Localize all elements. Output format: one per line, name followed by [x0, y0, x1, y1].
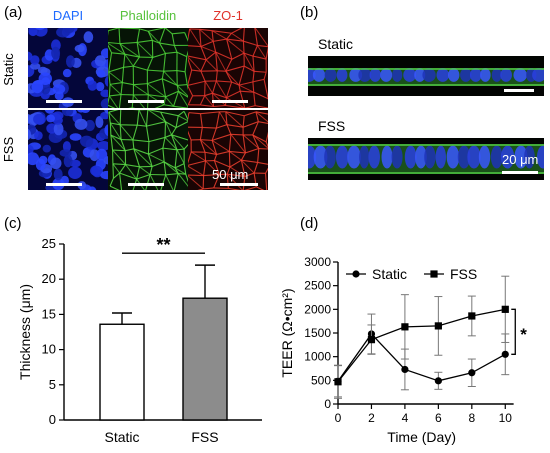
x-tick-label: Static	[104, 429, 139, 445]
legend-marker-fss	[430, 270, 438, 278]
y-tick-label: 15	[42, 306, 56, 321]
point-static	[434, 377, 442, 385]
y-tick-label: 2500	[304, 279, 331, 293]
x-tick-label: 0	[335, 411, 342, 425]
y-tick-label: 2000	[304, 302, 331, 316]
row-label-static: Static	[0, 53, 16, 86]
point-fss	[401, 323, 409, 331]
legend-marker-static	[352, 270, 360, 278]
x-axis-label: Time (Day)	[387, 429, 456, 445]
phalloidin-static-image	[108, 28, 188, 108]
x-tick-label: 6	[435, 411, 442, 425]
y-tick-label: 0	[49, 412, 56, 427]
x-tick-label: 2	[368, 411, 375, 425]
series-line-fss	[337, 308, 506, 383]
line-chart: (d) 0 500 1000 1500 2000 2500 3000 0 2 4 6 8 10 Time …	[279, 215, 527, 445]
dapi-static-image	[28, 28, 108, 108]
ortho-fss-label: FSS	[318, 118, 346, 134]
significance-bracket	[511, 308, 516, 355]
channel-label-phalloidin: Phalloidin	[119, 8, 177, 23]
phalloidin-fss-image	[108, 110, 188, 190]
zo1-static-image	[188, 28, 268, 108]
x-tick-label: 4	[402, 411, 409, 425]
panel-d-label: (d)	[300, 215, 318, 232]
significance-mark: **	[156, 235, 170, 255]
series-line-static	[337, 332, 506, 382]
legend-label-static: Static	[372, 266, 407, 282]
significance-mark: *	[520, 325, 527, 344]
y-tick-label: 25	[42, 236, 56, 251]
scale-bar-dapi-fss	[46, 183, 82, 186]
y-tick-label: 1500	[304, 326, 331, 340]
y-tick-label: 10	[42, 342, 56, 357]
scale-bar-ortho-static	[504, 89, 534, 92]
ortho-fss-image	[308, 138, 544, 180]
point-fss	[334, 378, 342, 386]
y-tick-label: 1000	[304, 350, 331, 364]
y-tick-label: 3000	[304, 255, 331, 269]
scale-bar-ortho-fss	[502, 171, 538, 174]
point-fss	[367, 336, 376, 344]
panel-b-label: (b)	[300, 4, 319, 21]
dapi-fss-image	[28, 110, 108, 190]
scale-bar-ph-fss	[128, 183, 164, 186]
point-static	[501, 350, 509, 358]
x-tick-label: 10	[499, 411, 513, 425]
x-tick-label: 8	[468, 411, 475, 425]
y-axis-label: TEER (Ω•cm²)	[279, 288, 295, 377]
scale-bar-zo-static	[212, 100, 248, 103]
bar-fss	[182, 297, 228, 421]
y-tick-label: 20	[42, 271, 56, 286]
y-tick-label: 0	[324, 397, 331, 411]
point-static	[401, 365, 409, 374]
channel-label-dapi: DAPI	[52, 8, 84, 23]
scale-text-a: 50 μm	[212, 167, 249, 182]
scale-text-b: 20 μm	[502, 152, 539, 167]
bar-static	[99, 323, 145, 421]
scale-bar-zo-fss	[220, 183, 258, 186]
point-fss	[501, 305, 509, 313]
row-label-fss: FSS	[1, 136, 17, 163]
panel-c-label: (c)	[4, 215, 22, 232]
point-fss	[434, 322, 442, 330]
y-axis-label: Thickness (μm)	[17, 284, 33, 380]
y-tick-label: 5	[49, 377, 56, 392]
channel-label-zo1: ZO-1	[213, 8, 243, 23]
point-static	[468, 369, 476, 377]
scale-bar-dapi-static	[46, 100, 82, 103]
ortho-static-image	[308, 56, 544, 96]
bar-chart: (c) 0 5 10 15 20 25 Thickness (μm) Static FSS **	[4, 215, 262, 445]
panel-a-label: (a)	[4, 4, 23, 21]
ortho-static-label: Static	[318, 36, 354, 52]
y-tick-label: 500	[311, 373, 331, 387]
point-fss	[468, 312, 476, 320]
zo1-fss-image	[188, 110, 268, 190]
legend-label-fss: FSS	[450, 266, 477, 282]
scale-bar-ph-static	[128, 100, 164, 103]
x-tick-label: FSS	[191, 429, 218, 445]
